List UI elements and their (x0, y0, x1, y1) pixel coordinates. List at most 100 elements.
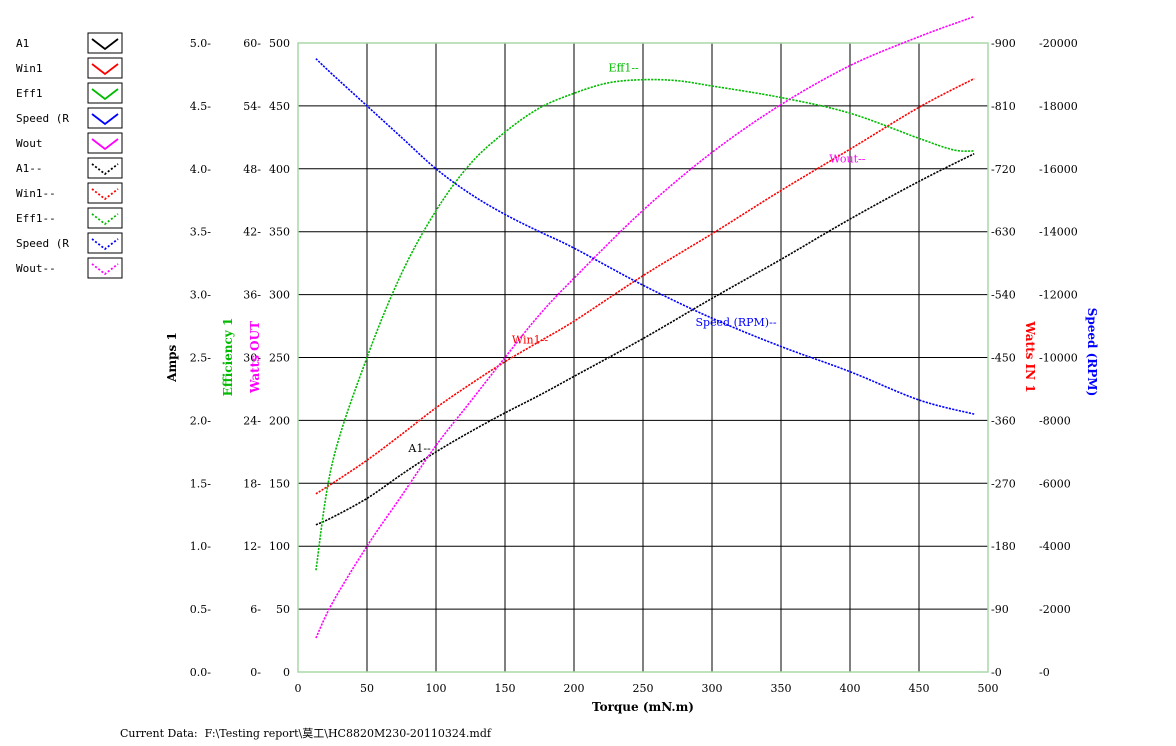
watts-in-tick-label: -0 (991, 666, 1002, 679)
amps-tick-label: 2.5- (190, 352, 211, 365)
watts-in-axis-title: Watts IN 1 (1023, 320, 1037, 392)
amps-tick-label: 0.5- (190, 603, 211, 616)
legend-swatch-line (91, 263, 119, 276)
watts-out-axis-title: Watts OUT (248, 321, 262, 394)
watts-in-tick-label: -360 (991, 414, 1016, 427)
annotation-label: A1-- (407, 442, 431, 455)
legend-label: Eff1 (16, 87, 43, 100)
efficiency-tick-label: 36- (243, 289, 261, 302)
series-line-watts_out (315, 15, 975, 639)
legend-label: A1-- (16, 162, 43, 175)
legend-swatch-line (91, 163, 119, 176)
legend-swatch-line (91, 238, 119, 251)
efficiency-tick-label: 48- (243, 163, 261, 176)
legend-swatch-box (87, 232, 123, 254)
watts-in-tick-label: -450 (991, 352, 1016, 365)
axis-ticks: 0 50 100 150 200 250 300 350 400 450 500 0.0- 0.5- 1.… (190, 37, 1078, 695)
x-tick-label: 100 (426, 682, 447, 695)
efficiency-tick-label: 60- (243, 37, 261, 50)
legend-label: A1 (16, 37, 29, 50)
amps-tick-label: 4.5- (190, 100, 211, 113)
watts-out-tick-label: 150 (269, 477, 290, 490)
current-data-footer: Current Data: F:\Testing report\莫工\HC882… (120, 727, 491, 740)
plot-frame (297, 42, 989, 673)
efficiency-tick-label: 0- (250, 666, 261, 679)
watts-out-tick-label: 300 (269, 289, 290, 302)
x-tick-label: 50 (360, 682, 374, 695)
speed-tick-label: -18000 (1039, 100, 1078, 113)
series-lines (315, 15, 975, 639)
watts-out-tick-label: 50 (276, 603, 290, 616)
watts-in-tick-label: -90 (991, 603, 1009, 616)
speed-tick-label: -6000 (1039, 477, 1071, 490)
watts-in-tick-label: -720 (991, 163, 1016, 176)
amps-tick-label: 1.5- (190, 477, 211, 490)
legend-label: Win1-- (16, 187, 56, 200)
speed-tick-label: -2000 (1039, 603, 1071, 616)
efficiency-tick-label: 54- (243, 100, 261, 113)
amps-tick-label: 0.0- (190, 666, 211, 679)
legend-swatch-line (91, 63, 119, 76)
speed-tick-label: -8000 (1039, 414, 1071, 427)
amps-tick-label: 2.0- (190, 414, 211, 427)
legend-swatch-box (87, 82, 123, 104)
legend-swatch-box (87, 57, 123, 79)
legend-label: Speed (R (16, 237, 69, 250)
speed-tick-label: -12000 (1039, 289, 1078, 302)
series-line-efficiency (315, 78, 975, 571)
legend-swatch-line (91, 88, 119, 101)
amps-tick-label: 5.0- (190, 37, 211, 50)
watts-in-tick-label: -270 (991, 477, 1016, 490)
watts-in-tick-label: -810 (991, 100, 1016, 113)
watts-out-tick-label: 500 (269, 37, 290, 50)
speed-tick-label: -4000 (1039, 540, 1071, 553)
legend-label: Speed (R (16, 112, 69, 125)
x-tick-label: 150 (495, 682, 516, 695)
efficiency-axis-title: Efficiency 1 (221, 318, 235, 397)
watts-out-tick-label: 450 (269, 100, 290, 113)
amps-tick-label: 1.0- (190, 540, 211, 553)
x-tick-label: 350 (771, 682, 792, 695)
legend-swatch-box (87, 107, 123, 129)
speed-axis-title: Speed (RPM) (1085, 308, 1099, 397)
efficiency-tick-label: 18- (243, 477, 261, 490)
speed-tick-label: -20000 (1039, 37, 1078, 50)
x-tick-label: 450 (909, 682, 930, 695)
watts-out-tick-label: 200 (269, 414, 290, 427)
x-tick-label: 250 (633, 682, 654, 695)
watts-out-tick-label: 350 (269, 226, 290, 239)
watts-out-tick-label: 250 (269, 352, 290, 365)
legend-swatch-line (91, 188, 119, 201)
speed-tick-label: -10000 (1039, 352, 1078, 365)
efficiency-tick-label: 30- (243, 352, 261, 365)
x-axis-title: Torque (mN.m) (592, 700, 694, 714)
watts-in-tick-label: -540 (991, 289, 1016, 302)
legend: A1 Win1 Eff1 Speed (R Wout A1-- Win1-- Eff1-- Sp… (16, 32, 123, 279)
series-line-watts_in (315, 77, 975, 495)
plot-border (297, 42, 989, 673)
watts-in-tick-label: -900 (991, 37, 1016, 50)
legend-swatch-box (87, 132, 123, 154)
legend-swatch-line (91, 138, 119, 151)
x-tick-label: 500 (978, 682, 999, 695)
legend-swatch-line (91, 213, 119, 226)
amps-tick-label: 4.0- (190, 163, 211, 176)
inline-labels: A1-- Win1-- Eff1-- Speed (RPM)-- Wout-- (407, 61, 865, 455)
x-tick-label: 200 (564, 682, 585, 695)
legend-swatch-line (91, 38, 119, 51)
legend-label: Win1 (16, 62, 43, 75)
series-line-speed (315, 58, 975, 415)
watts-out-tick-label: 100 (269, 540, 290, 553)
axis-titles: Amps 1 Efficiency 1 Watts OUT Watts IN 1 Spe… (165, 308, 1099, 714)
annotation-label: Speed (RPM)-- (695, 316, 776, 329)
watts-out-tick-label: 0 (283, 666, 290, 679)
legend-swatch-box (87, 32, 123, 54)
efficiency-tick-label: 12- (243, 540, 261, 553)
annotation-label: Eff1-- (609, 61, 640, 74)
legend-swatch-box (87, 182, 123, 204)
legend-swatch-box (87, 207, 123, 229)
legend-label: Wout-- (16, 262, 56, 275)
efficiency-tick-label: 6- (250, 603, 261, 616)
x-tick-label: 400 (840, 682, 861, 695)
